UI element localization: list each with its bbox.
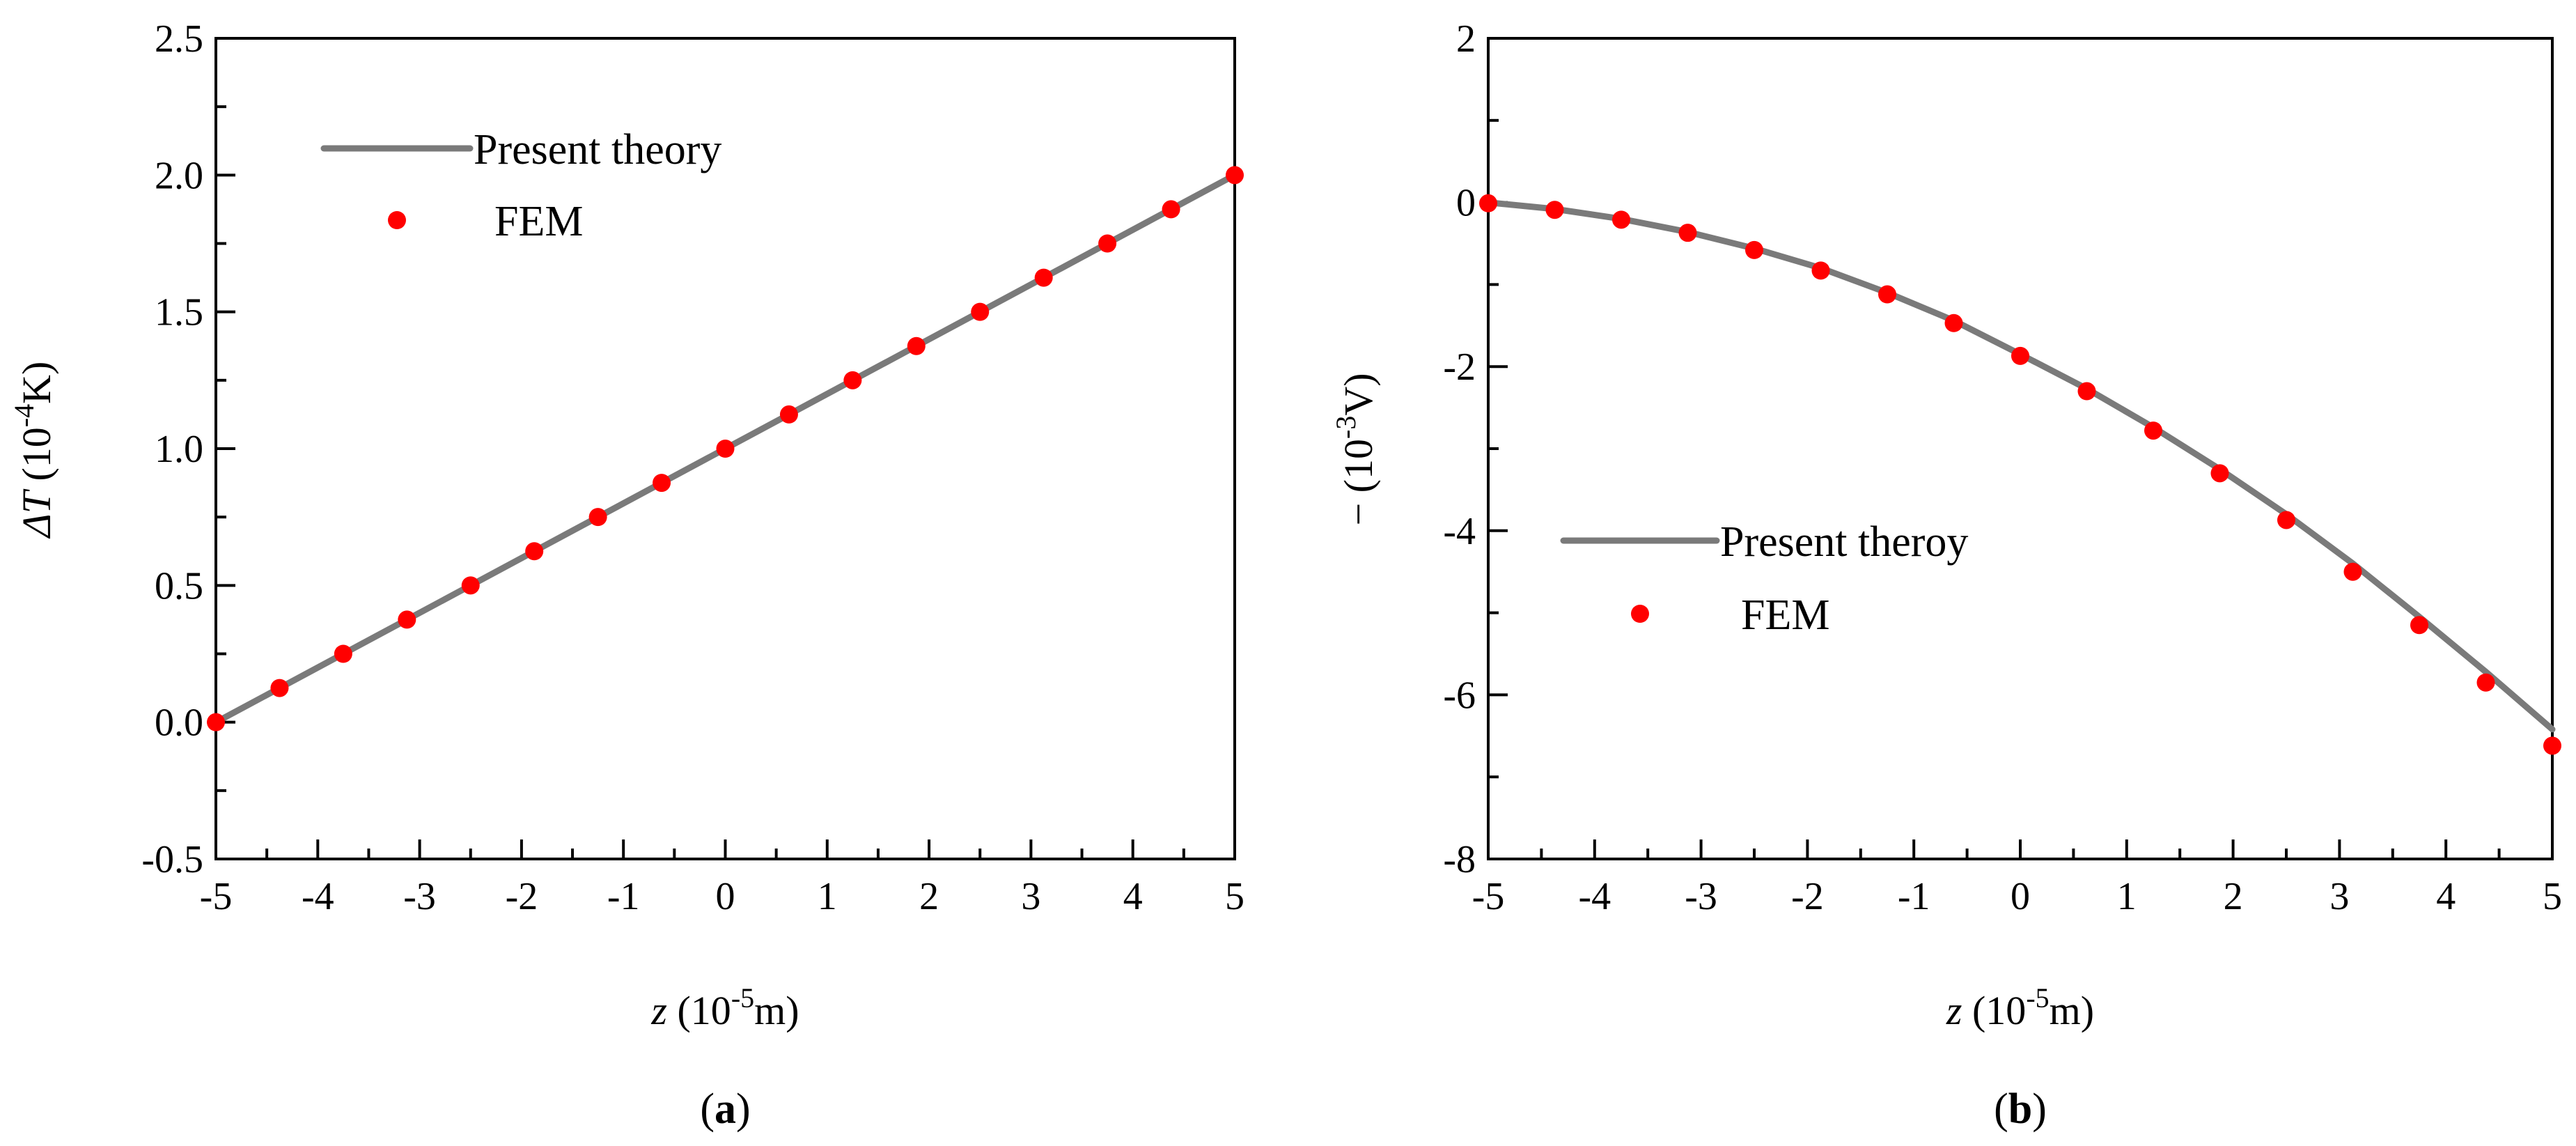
y-tick-label: 1.5 xyxy=(155,291,203,334)
fem-data-point xyxy=(270,679,289,697)
x-tick-label: -2 xyxy=(1791,875,1824,918)
legend-line-label: Present theroy xyxy=(1720,518,1968,566)
fem-data-point xyxy=(1678,224,1697,242)
fem-data-point xyxy=(588,508,607,527)
y-tick-label: -4 xyxy=(1443,510,1476,553)
x-tick-label: 5 xyxy=(2543,875,2562,918)
panel-caption: (b) xyxy=(1994,1085,2047,1133)
y-tick-label: -2 xyxy=(1443,346,1476,389)
legend-line-label: Present theory xyxy=(474,126,721,173)
fem-data-point xyxy=(1098,234,1117,253)
x-tick-label: -4 xyxy=(302,875,334,918)
fem-data-point xyxy=(653,474,671,493)
x-tick-label: 0 xyxy=(716,875,735,918)
fem-data-point xyxy=(2011,346,2029,365)
fem-data-point xyxy=(2077,382,2096,401)
y-tick-label: 0.0 xyxy=(155,702,203,745)
fem-data-point xyxy=(716,440,735,458)
x-tick-label: -3 xyxy=(1685,875,1717,918)
y-tick-label: 0 xyxy=(1456,182,1476,225)
y-axis-label: − (10-3V) xyxy=(1330,373,1381,525)
legend: Present theory FEM xyxy=(320,126,721,245)
chart-panel-a: -5 -4 -3 -2 -1 0 1 2 3 4 5 -0.5 0.0 0.5 1.0 1.5 2.0 2.5 Pr… xyxy=(8,17,1244,1133)
fem-data-point xyxy=(2277,511,2295,529)
fem-data-point xyxy=(971,302,990,321)
x-tick-label: 5 xyxy=(1225,875,1244,918)
x-tick-label: 1 xyxy=(818,875,837,918)
y-tick-label: 2.5 xyxy=(155,17,203,61)
fem-data-point xyxy=(2210,464,2229,483)
x-tick-label: 1 xyxy=(2117,875,2137,918)
fem-data-point xyxy=(525,542,544,561)
fem-data-point xyxy=(2410,616,2428,635)
y-axis-label: ΔT (10-4K) xyxy=(8,362,59,539)
plot-frame xyxy=(1487,37,2554,860)
x-tick-label: -2 xyxy=(506,875,538,918)
fem-data-point xyxy=(1811,261,1830,280)
x-tick-label: 4 xyxy=(1123,875,1143,918)
x-tick-label: 3 xyxy=(1021,875,1040,918)
y-tick-label: 2.0 xyxy=(155,154,203,197)
legend-marker-swatch xyxy=(388,211,406,229)
x-tick-label: 4 xyxy=(2436,875,2456,918)
fem-data-point xyxy=(1162,200,1180,219)
fem-data-point xyxy=(1612,210,1630,229)
fem-data-point xyxy=(461,576,480,595)
fem-data-point xyxy=(398,610,416,629)
y-tick-label: -6 xyxy=(1443,674,1476,717)
x-tick-label: -4 xyxy=(1578,875,1611,918)
fem-data-point xyxy=(779,405,798,424)
fem-data-point xyxy=(334,644,352,663)
x-tick-label: -3 xyxy=(403,875,436,918)
legend-marker-label: FEM xyxy=(1741,591,1829,639)
x-tick-label: -1 xyxy=(607,875,640,918)
y-tick-label: 1.0 xyxy=(155,428,203,471)
fem-data-point xyxy=(2476,673,2495,692)
x-tick-label: 2 xyxy=(919,875,939,918)
x-tick-label: -5 xyxy=(1472,875,1505,918)
fem-data-point xyxy=(1944,313,1963,332)
fem-data-point xyxy=(207,713,225,731)
fem-data-point xyxy=(1479,194,1497,212)
fem-data-point xyxy=(1745,240,1763,259)
y-tick-label: 2 xyxy=(1456,17,1476,61)
fem-data-point xyxy=(2343,562,2362,581)
x-tick-label: -5 xyxy=(200,875,233,918)
fem-data-point xyxy=(2144,421,2162,440)
x-tick-label: 2 xyxy=(2224,875,2243,918)
fem-data-point xyxy=(843,371,862,389)
x-tick-label: 0 xyxy=(2011,875,2030,918)
fem-data-point xyxy=(1878,285,1896,304)
fem-data-point xyxy=(1545,201,1564,219)
legend-marker-label: FEM xyxy=(494,198,583,245)
fem-data-point xyxy=(2543,736,2561,755)
chart-panel-b: -5 -4 -3 -2 -1 0 1 2 3 4 5 -8 -6 -4 -2 0 2 Present theroy… xyxy=(1330,17,2562,1133)
fem-data-point xyxy=(1034,268,1053,287)
legend-marker-swatch xyxy=(1631,605,1649,623)
fem-data-point xyxy=(1226,166,1244,185)
x-axis-label: z (10-5m) xyxy=(650,982,799,1033)
x-axis-label: z (10-5m) xyxy=(1946,982,2094,1033)
fem-data-point xyxy=(907,336,926,355)
panel-caption: (a) xyxy=(700,1085,750,1133)
x-tick-label: -1 xyxy=(1898,875,1930,918)
y-tick-label: -0.5 xyxy=(141,838,203,881)
x-tick-label: 3 xyxy=(2329,875,2349,918)
legend: Present theroy FEM xyxy=(1560,518,1968,639)
series-line-present-theory xyxy=(1485,199,2556,733)
y-tick-label: 0.5 xyxy=(155,564,203,607)
y-tick-label: -8 xyxy=(1443,838,1476,881)
